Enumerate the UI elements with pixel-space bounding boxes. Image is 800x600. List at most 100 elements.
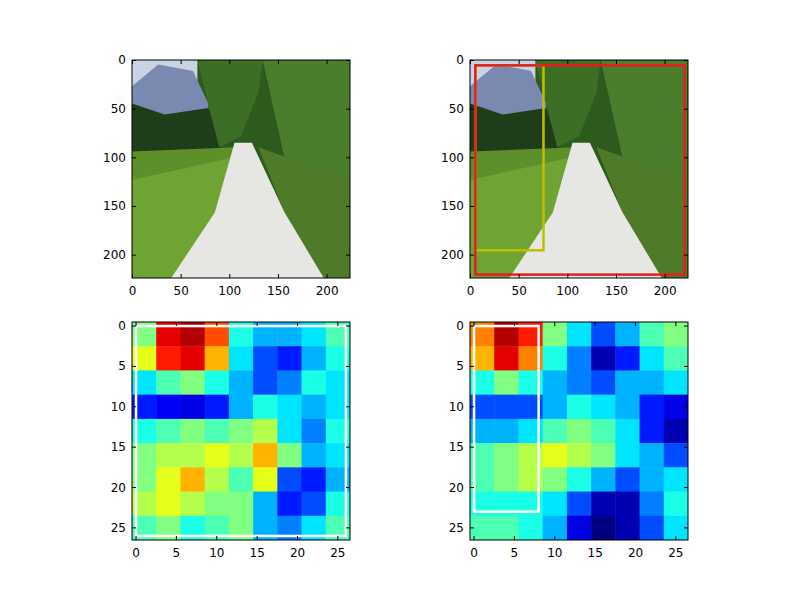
heat-cell xyxy=(664,516,688,540)
heat-cell xyxy=(615,419,640,444)
photo xyxy=(132,60,350,278)
bounding-box xyxy=(475,65,684,274)
heat-cell xyxy=(156,419,181,444)
heat-cell xyxy=(615,395,640,420)
bounding-box xyxy=(136,326,346,536)
x-tick-label: 0 xyxy=(129,284,137,298)
x-tick xyxy=(514,536,515,540)
heat-cell xyxy=(277,419,302,444)
heat-cell xyxy=(615,467,640,492)
heat-cell xyxy=(591,346,616,371)
photo-trees xyxy=(132,60,350,278)
x-tick xyxy=(176,322,177,326)
x-tick-label: 20 xyxy=(290,546,305,560)
heat-cell xyxy=(640,467,665,492)
heat-cell xyxy=(543,467,568,492)
x-tick xyxy=(567,60,568,64)
heat-cell xyxy=(180,443,205,468)
x-tick xyxy=(675,536,676,540)
y-tick xyxy=(684,157,688,158)
heat-cell xyxy=(277,443,302,468)
heat-cell xyxy=(205,492,230,517)
x-tick xyxy=(337,536,338,540)
heat-cell xyxy=(470,516,495,540)
y-tick xyxy=(470,255,474,256)
heat-cell xyxy=(543,516,568,540)
heat-cell xyxy=(664,467,688,492)
heat-cell xyxy=(302,443,327,468)
x-tick xyxy=(514,322,515,326)
bounding-box xyxy=(474,326,539,512)
y-tick xyxy=(684,487,688,488)
y-tick xyxy=(132,487,136,488)
heat-cell xyxy=(567,395,592,420)
x-tick xyxy=(470,274,471,278)
y-tick-label: 100 xyxy=(103,151,126,165)
photo-path xyxy=(171,143,324,278)
heat-cell xyxy=(302,395,327,420)
y-tick xyxy=(132,206,136,207)
x-tick xyxy=(519,274,520,278)
heat-cell xyxy=(277,346,302,371)
x-tick xyxy=(132,274,133,278)
x-tick-label: 0 xyxy=(132,546,140,560)
y-tick-label: 10 xyxy=(449,400,464,414)
x-tick-label: 25 xyxy=(330,546,345,560)
axes: 050100150200050100150200 xyxy=(441,53,688,298)
heat-cell xyxy=(543,419,568,444)
heat-cell xyxy=(494,370,519,395)
background xyxy=(0,0,800,600)
y-tick-label: 15 xyxy=(111,440,126,454)
y-tick-label: 0 xyxy=(118,319,126,333)
heat-cell xyxy=(640,370,665,395)
heat-cell xyxy=(615,516,640,540)
y-tick-label: 10 xyxy=(111,400,126,414)
heat-cell xyxy=(156,443,181,468)
y-tick xyxy=(346,255,350,256)
heat-cell xyxy=(640,395,665,420)
y-tick-label: 5 xyxy=(456,359,464,373)
x-tick-label: 5 xyxy=(511,546,519,560)
x-tick xyxy=(635,536,636,540)
photo-trees xyxy=(470,60,688,278)
x-tick xyxy=(297,322,298,326)
heat-cell xyxy=(591,467,616,492)
x-tick-label: 200 xyxy=(654,284,677,298)
x-tick-label: 150 xyxy=(267,284,290,298)
heat-cell xyxy=(494,443,519,468)
x-tick xyxy=(554,536,555,540)
heat-cell xyxy=(567,370,592,395)
axes-frame xyxy=(470,60,688,278)
heat-cell xyxy=(229,419,254,444)
x-tick xyxy=(278,60,279,64)
y-tick xyxy=(470,527,474,528)
x-tick xyxy=(216,322,217,326)
heat-cell xyxy=(494,419,519,444)
y-tick-label: 200 xyxy=(441,248,464,262)
x-tick xyxy=(216,536,217,540)
heat-cell xyxy=(277,492,302,517)
heat-cell xyxy=(640,322,665,347)
axes: 050100150200050100150200 xyxy=(103,53,350,298)
x-tick-label: 10 xyxy=(547,546,562,560)
photo-foliage xyxy=(535,60,600,147)
y-tick xyxy=(346,326,350,327)
heat-cell xyxy=(567,443,592,468)
heat-cell xyxy=(302,492,327,517)
y-tick xyxy=(346,406,350,407)
heat-cell xyxy=(591,492,616,517)
x-tick xyxy=(665,60,666,64)
plot-area xyxy=(470,322,688,540)
heat-cell xyxy=(494,395,519,420)
y-tick xyxy=(470,406,474,407)
heat-cell xyxy=(494,346,519,371)
x-tick-label: 10 xyxy=(209,546,224,560)
y-tick xyxy=(346,206,350,207)
heat-cell xyxy=(543,395,568,420)
y-tick xyxy=(684,326,688,327)
y-tick-label: 100 xyxy=(441,151,464,165)
heat-cell xyxy=(180,492,205,517)
heat-cell xyxy=(591,322,616,347)
x-tick xyxy=(337,322,338,326)
y-tick-label: 50 xyxy=(111,102,126,116)
